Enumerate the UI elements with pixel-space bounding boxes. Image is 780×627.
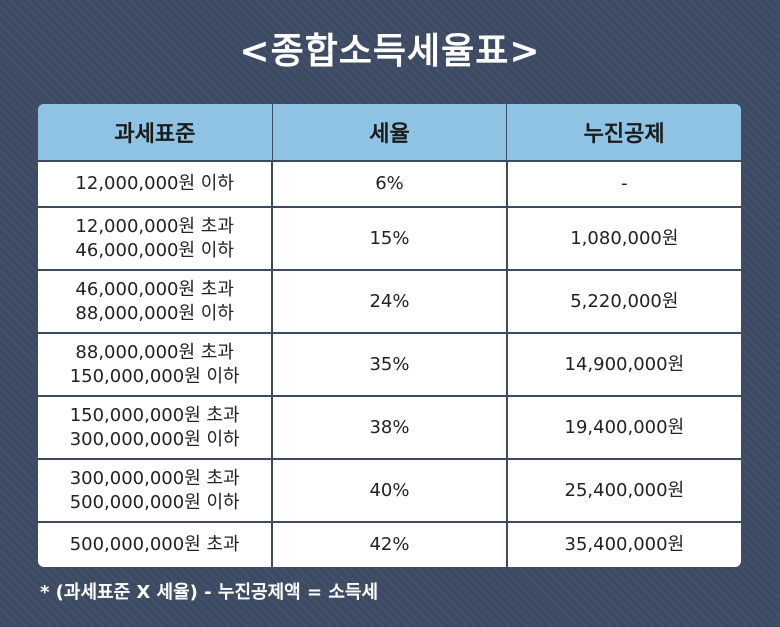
deduction-cell: - <box>505 160 741 207</box>
tax-base-line: 150,000,000원 이하 <box>69 365 240 387</box>
header-progressive-deduction: 누진공제 <box>506 104 741 161</box>
table-row: 300,000,000원 초과 500,000,000원 이하 40% 25,4… <box>38 458 741 522</box>
tax-base-cell: 150,000,000원 초과 300,000,000원 이하 <box>38 395 273 459</box>
table-row: 150,000,000원 초과 300,000,000원 이하 38% 19,4… <box>38 395 741 459</box>
tax-base-line: 500,000,000원 이하 <box>69 491 240 513</box>
tax-base-line: 500,000,000원 초과 <box>69 534 240 555</box>
deduction-cell: 25,400,000원 <box>505 458 741 522</box>
tax-base-cell: 12,000,000원 초과 46,000,000원 이하 <box>38 206 273 270</box>
tax-base-cell: 12,000,000원 이하 <box>38 160 273 207</box>
tax-rate-cell: 24% <box>271 269 507 333</box>
deduction-cell: 5,220,000원 <box>505 269 741 333</box>
tax-rate-cell: 42% <box>271 521 507 567</box>
table-row: 46,000,000원 초과 88,000,000원 이하 24% 5,220,… <box>38 269 741 333</box>
tax-base-cell: 300,000,000원 초과 500,000,000원 이하 <box>38 458 273 522</box>
table-header-row: 과세표준 세율 누진공제 <box>38 104 741 161</box>
tax-base-line: 300,000,000원 초과 <box>69 467 240 489</box>
tax-rate-cell: 6% <box>271 160 507 207</box>
tax-base-cell: 500,000,000원 초과 <box>38 521 273 567</box>
tax-base-line: 88,000,000원 초과 <box>75 341 234 363</box>
table-row: 12,000,000원 이하 6% - <box>38 160 741 207</box>
tax-base-cell: 46,000,000원 초과 88,000,000원 이하 <box>38 269 273 333</box>
header-tax-rate: 세율 <box>271 104 507 161</box>
tax-base-line: 88,000,000원 이하 <box>75 302 234 324</box>
tax-base-line: 12,000,000원 초과 <box>75 215 234 237</box>
table-row: 500,000,000원 초과 42% 35,400,000원 <box>38 521 741 567</box>
deduction-cell: 35,400,000원 <box>505 521 741 567</box>
tax-rate-cell: 15% <box>271 206 507 270</box>
tax-base-line: 150,000,000원 초과 <box>69 404 240 426</box>
tax-base-cell: 88,000,000원 초과 150,000,000원 이하 <box>38 332 273 396</box>
deduction-cell: 14,900,000원 <box>505 332 741 396</box>
tax-rate-cell: 38% <box>271 395 507 459</box>
tax-base-line: 12,000,000원 이하 <box>75 173 234 194</box>
tax-base-line: 46,000,000원 이하 <box>75 239 234 261</box>
footnote: * (과세표준 X 세율) - 누진공제액 = 소득세 <box>40 582 379 603</box>
header-tax-base: 과세표준 <box>38 104 273 161</box>
tax-rate-cell: 35% <box>271 332 507 396</box>
tax-rate-cell: 40% <box>271 458 507 522</box>
tax-base-line: 46,000,000원 초과 <box>75 278 234 300</box>
tax-rate-table: 과세표준 세율 누진공제 12,000,000원 이하 6% - 12,000,… <box>38 104 741 567</box>
deduction-cell: 19,400,000원 <box>505 395 741 459</box>
table-row: 88,000,000원 초과 150,000,000원 이하 35% 14,90… <box>38 332 741 396</box>
page-title: <종합소득세율표> <box>239 31 541 72</box>
table-row: 12,000,000원 초과 46,000,000원 이하 15% 1,080,… <box>38 206 741 270</box>
tax-base-line: 300,000,000원 이하 <box>69 428 240 450</box>
deduction-cell: 1,080,000원 <box>505 206 741 270</box>
